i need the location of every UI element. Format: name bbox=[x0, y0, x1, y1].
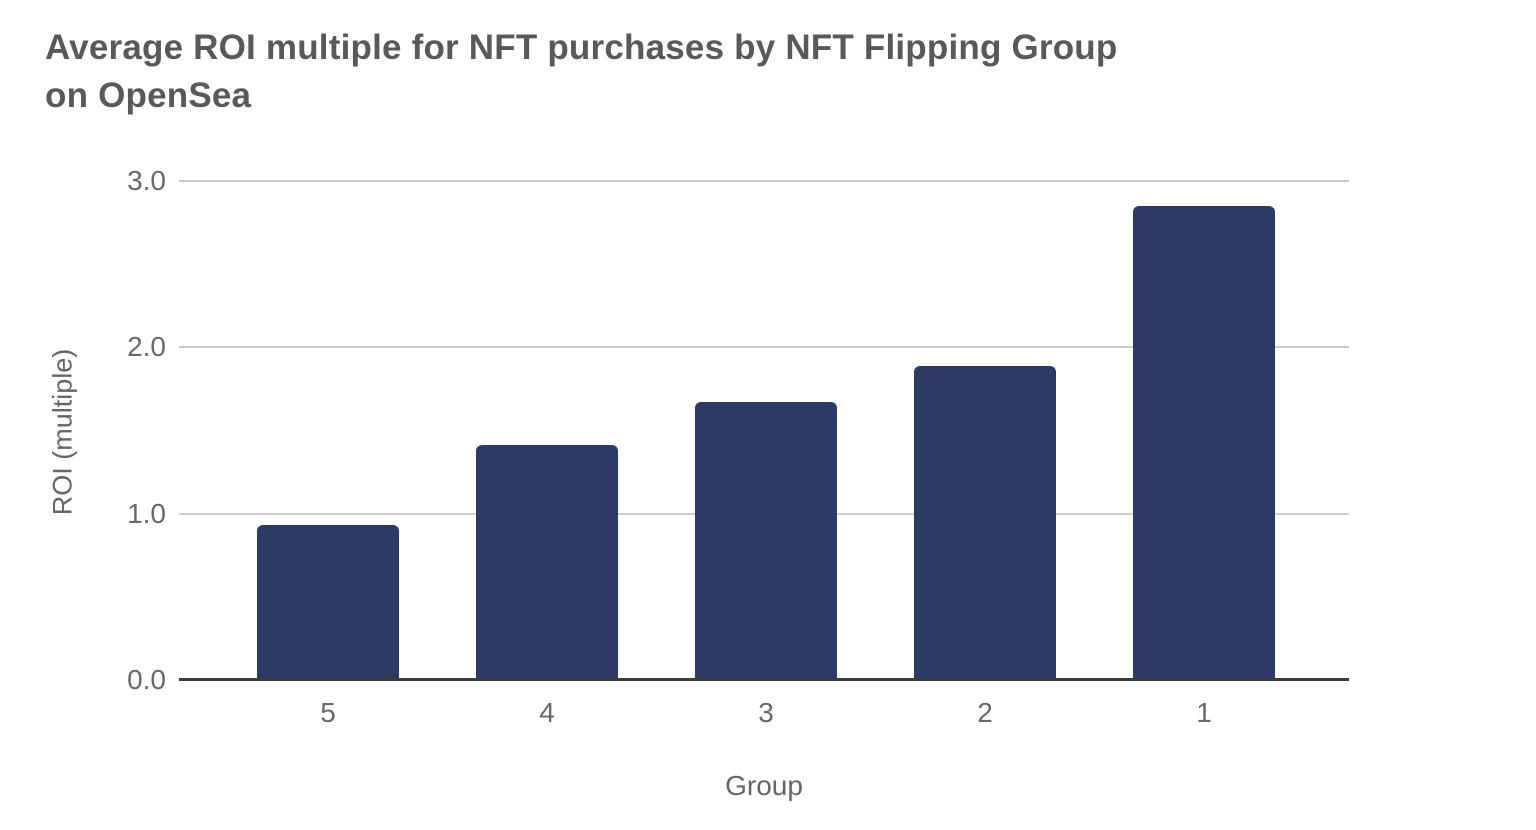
gridline-2.0 bbox=[179, 346, 1349, 349]
y-tick-label-0.0: 0.0 bbox=[127, 664, 166, 695]
chart-title: Average ROI multiple for NFT purchases b… bbox=[45, 24, 1345, 120]
y-tick-label-1.0: 1.0 bbox=[127, 497, 166, 529]
bar-group-3 bbox=[695, 402, 837, 680]
x-tick-label-2: 2 bbox=[977, 697, 993, 728]
y-axis-title: ROI (multiple) bbox=[47, 348, 78, 516]
x-tick-label-5: 5 bbox=[320, 697, 336, 728]
y-tick-label-2.0: 2.0 bbox=[127, 331, 166, 363]
y-tick-label-3.0: 3.0 bbox=[127, 165, 166, 196]
chart-title-line-1: Average ROI multiple for NFT purchases b… bbox=[45, 28, 1118, 67]
bar-group-5 bbox=[257, 525, 399, 680]
bar-group-2 bbox=[914, 365, 1056, 680]
x-tick-label-1: 1 bbox=[1196, 697, 1212, 728]
x-axis-line bbox=[179, 678, 1349, 681]
gridline-3.0 bbox=[179, 180, 1349, 182]
bar-group-4 bbox=[476, 445, 618, 680]
chart-title-line-2: on OpenSea bbox=[45, 76, 252, 115]
x-axis-title: Group bbox=[725, 770, 803, 801]
x-tick-label-3: 3 bbox=[758, 697, 774, 728]
bar-group-1 bbox=[1133, 205, 1275, 680]
x-tick-label-4: 4 bbox=[539, 697, 555, 728]
